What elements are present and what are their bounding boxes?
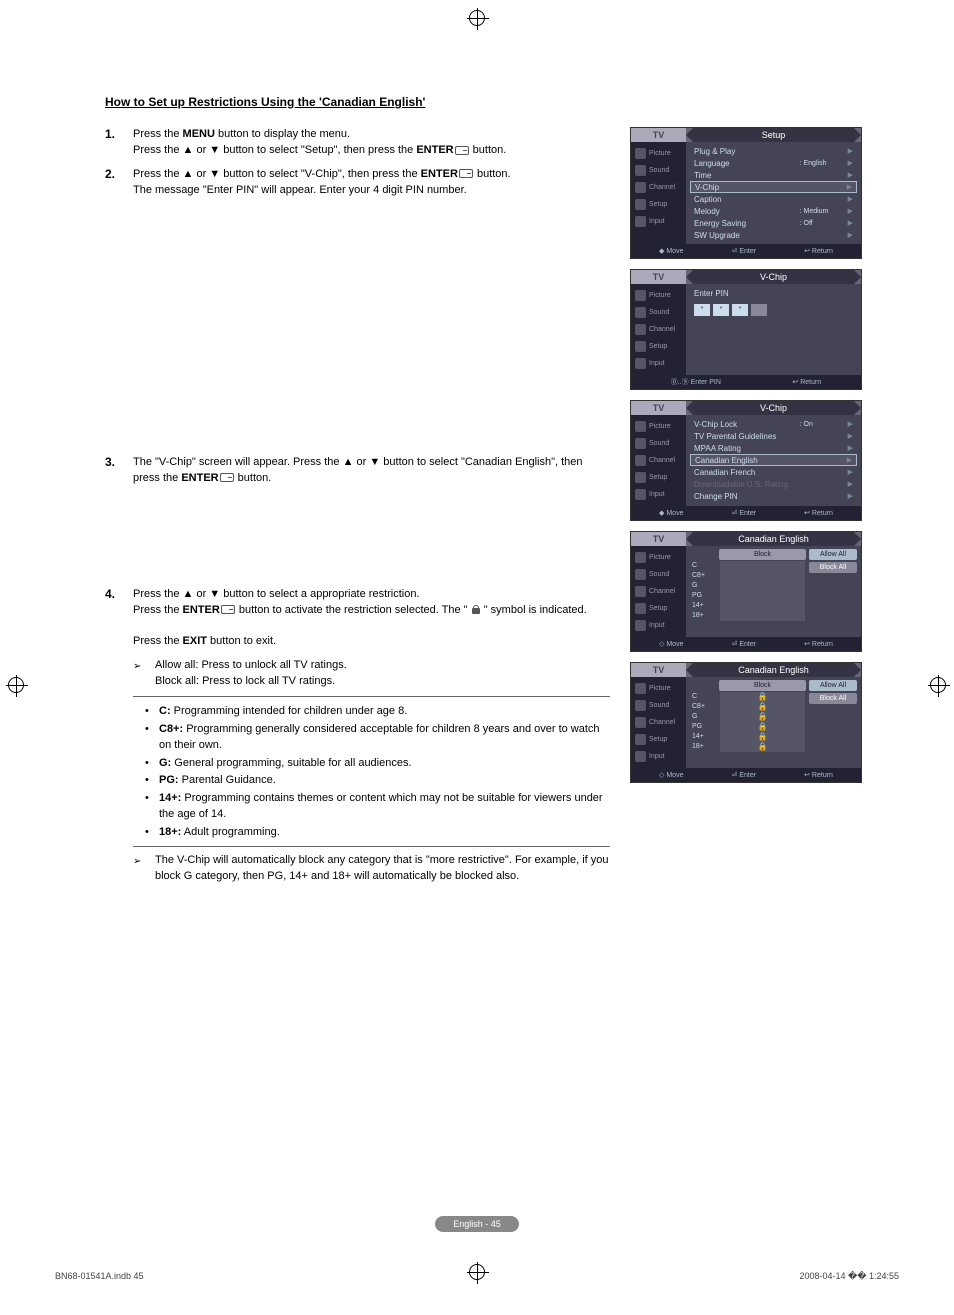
step-number: 1. [105, 127, 133, 159]
instructions-column: 1. Press the MENU button to display the … [105, 127, 610, 889]
enter-icon [221, 605, 235, 614]
step-number: 3. [105, 455, 133, 487]
tv-menu-title: V-Chip [686, 401, 861, 415]
screenshots-column: TVSetup PictureSoundChannelSetupInput Pl… [630, 127, 880, 889]
tv-sidebar: PictureSoundChannelSetupInput [631, 546, 686, 637]
tv-rating-grid: Block Allow All Block All CC8+GPG14+18+ [686, 546, 861, 637]
enter-icon [459, 169, 473, 178]
enter-pin-label: Enter PIN [690, 287, 857, 300]
tv-footer-hints: ◇ Move⏎ Enter↩ Return [631, 637, 861, 651]
tv-menu-list: V-Chip Lock: On▶TV Parental Guidelines▶M… [686, 415, 861, 506]
registration-mark-icon [8, 677, 24, 693]
tv-screenshot-setup: TVSetup PictureSoundChannelSetupInput Pl… [630, 127, 862, 259]
tv-menu-list: Plug & Play▶Language: English▶Time▶V-Chi… [686, 142, 861, 244]
block-header: Block [719, 680, 806, 691]
step-3: 3. The "V-Chip" screen will appear. Pres… [105, 455, 610, 487]
tv-tab: TV [631, 270, 686, 284]
registration-mark-icon [930, 677, 946, 693]
note-restrictive: ➢ The V-Chip will automatically block an… [133, 853, 610, 885]
tv-screenshot-vchip: TVV-Chip PictureSoundChannelSetupInput V… [630, 400, 862, 521]
tv-sidebar: PictureSoundChannelSetupInput [631, 284, 686, 375]
doc-filename: BN68-01541A.indb 45 [55, 1271, 144, 1282]
allow-all-button: Allow All [809, 680, 857, 691]
page-number-pill: English - 45 [435, 1216, 519, 1232]
step-2: 2. Press the ▲ or ▼ button to select "V-… [105, 167, 610, 199]
tv-menu-title: Canadian English [686, 532, 861, 546]
tv-sidebar: PictureSoundChannelSetupInput [631, 142, 686, 244]
doc-timestamp: 2008-04-14 �� 1:24:55 [799, 1271, 899, 1282]
divider [133, 846, 610, 847]
enter-icon [220, 473, 234, 482]
tv-screenshot-pin: TVV-Chip PictureSoundChannelSetupInput E… [630, 269, 862, 390]
rating-definitions: •C: Programming intended for children un… [145, 703, 610, 840]
tv-sidebar: PictureSoundChannelSetupInput [631, 677, 686, 768]
document-footer: BN68-01541A.indb 45 2008-04-14 �� 1:24:55 [55, 1271, 899, 1282]
page-footer: English - 45 [0, 1216, 954, 1232]
section-title: How to Set up Restrictions Using the 'Ca… [105, 95, 899, 109]
step-number: 2. [105, 167, 133, 199]
tv-tab: TV [631, 401, 686, 415]
note-arrow-icon: ➢ [133, 658, 155, 690]
block-header: Block [719, 549, 806, 560]
tv-rating-grid: Block Allow All Block All CC8+GPG14+18+ … [686, 677, 861, 768]
tv-menu-title: V-Chip [686, 270, 861, 284]
tv-footer-hints: ◇ Move⏎ Enter↩ Return [631, 768, 861, 782]
tv-screenshot-ce-locked: TVCanadian English PictureSoundChannelSe… [630, 662, 862, 783]
lock-icon [471, 605, 481, 614]
rating-labels: CC8+GPG14+18+ [690, 692, 716, 752]
tv-pin-entry: Enter PIN *** [686, 284, 861, 375]
tv-menu-title: Setup [686, 128, 861, 142]
tv-footer-hints: ◆ Move⏎ Enter↩ Return [631, 244, 861, 258]
divider [133, 696, 610, 697]
rating-cells: 🔒🔒🔒🔒🔒🔒 [720, 692, 805, 752]
pin-boxes: *** [694, 304, 853, 316]
tv-sidebar: PictureSoundChannelSetupInput [631, 415, 686, 506]
enter-icon [455, 146, 469, 155]
tv-tab: TV [631, 663, 686, 677]
allow-all-button: Allow All [809, 549, 857, 560]
tv-footer-hints: ◆ Move⏎ Enter↩ Return [631, 506, 861, 520]
tv-tab: TV [631, 128, 686, 142]
tv-footer-hints: ⓪..⑨ Enter PIN↩ Return [631, 375, 861, 389]
step-number: 4. [105, 587, 133, 651]
tv-menu-title: Canadian English [686, 663, 861, 677]
manual-page: How to Set up Restrictions Using the 'Ca… [0, 0, 954, 1315]
step-4: 4. Press the ▲ or ▼ button to select a a… [105, 587, 610, 651]
rating-cells [720, 561, 805, 621]
step-1: 1. Press the MENU button to display the … [105, 127, 610, 159]
note-arrow-icon: ➢ [133, 853, 155, 885]
note-allow-block: ➢ Allow all: Press to unlock all TV rati… [133, 658, 610, 690]
tv-tab: TV [631, 532, 686, 546]
tv-screenshot-ce-empty: TVCanadian English PictureSoundChannelSe… [630, 531, 862, 652]
registration-mark-icon [469, 10, 485, 26]
rating-labels: CC8+GPG14+18+ [690, 561, 716, 621]
